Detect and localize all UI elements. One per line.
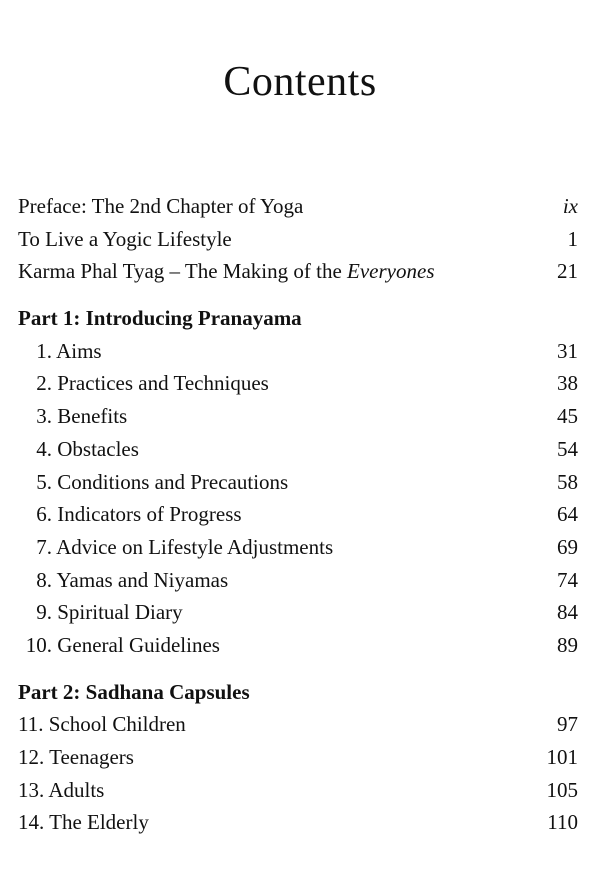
section-gap [18,662,578,676]
entry-title: 2. Practices and Techniques [18,367,269,400]
chapter-number: 4. [36,436,52,461]
chapter-title: The Elderly [44,810,149,835]
entry-title: 5. Conditions and Precautions [18,466,288,499]
entry-page: 105 [546,777,579,802]
chapter-number: 13. [18,777,45,802]
chapter-title: Teenagers [44,745,134,769]
entry-page: 101 [546,745,579,769]
entry-title-text: Karma Phal Tyag – The Making of the [18,259,348,284]
toc-entry: Karma Phal Tyag – The Making of the Ever… [18,255,578,288]
entry-title: 13. Adults [18,774,104,807]
chapter-number: 3. [36,404,52,429]
toc-entry: 3. Benefits 45 [18,400,578,433]
toc-entry: Preface: The 2nd Chapter of Yoga ix [18,190,578,223]
chapter-number: 12. [18,745,45,769]
entry-title: 14. The Elderly [18,806,149,839]
chapter-title: Obstacles [52,436,139,461]
chapter-number: 14. [18,810,45,835]
entry-title: 1. Aims [18,335,102,368]
table-of-contents: Preface: The 2nd Chapter of Yoga ix To Liv… [18,190,578,839]
entry-title: 8. Yamas and Niyamas [18,564,228,597]
entry-title: 11. School Children [18,708,186,741]
toc-entry: 10. General Guidelines 89 [18,629,578,662]
entry-page: ix [562,194,578,218]
toc-entry: 7. Advice on Lifestyle Adjustments 69 [18,531,578,564]
entry-page: 45 [557,404,578,429]
toc-entry: 11. School Children 97 [18,708,578,741]
section-gap [18,288,578,302]
part-heading: Part 1: Introducing Pranayama [18,306,302,331]
entry-title: To Live a Yogic Lifestyle [18,223,232,256]
entry-title: 3. Benefits [18,400,127,433]
chapter-title: Indicators of Progress [52,502,242,527]
entry-title-text: To Live a Yogic Lifestyle [18,226,232,251]
entry-page: 84 [557,600,578,625]
toc-entry: 13. Adults 105 [18,774,578,807]
chapter-number: 10. [25,632,52,657]
entry-page: 89 [557,632,578,657]
chapter-title: Aims [52,338,102,363]
entry-page: 31 [557,338,578,363]
entry-page: 58 [557,469,578,494]
chapter-number: 1. [36,338,52,363]
entry-page: 69 [557,534,578,559]
toc-entry: 12. Teenagers 101 [18,741,578,774]
entry-page: 1 [567,226,579,251]
entry-page: 97 [557,712,578,737]
chapter-number: 5. [36,469,52,494]
toc-entry: 9. Spiritual Diary 84 [18,596,578,629]
entry-title: 12. Teenagers [18,741,134,774]
entry-title: 4. Obstacles [18,433,139,466]
entry-page: 54 [557,436,578,461]
toc-entry: 14. The Elderly 110 [18,806,578,839]
chapter-title: Spiritual Diary [52,600,183,625]
chapter-number: 11. [18,712,44,737]
entry-title: Preface: The 2nd Chapter of Yoga [18,190,303,223]
chapter-title: General Guidelines [52,632,220,657]
entry-page: 64 [557,502,578,527]
toc-entry: 5. Conditions and Precautions 58 [18,466,578,499]
toc-entry: 2. Practices and Techniques 38 [18,367,578,400]
part-heading: Part 2: Sadhana Capsules [18,679,250,704]
entry-page: 38 [557,371,578,396]
chapter-number: 8. [36,567,52,592]
toc-entry: 6. Indicators of Progress 64 [18,498,578,531]
page-title: Contents [223,59,377,105]
entry-title: Karma Phal Tyag – The Making of the Ever… [18,255,435,288]
entry-title: 9. Spiritual Diary [18,596,183,629]
entry-title: 6. Indicators of Progress [18,498,242,531]
toc-entry: 1. Aims 31 [18,335,578,368]
chapter-title: Adults [44,777,105,802]
chapter-number: 9. [36,600,52,625]
entry-page: 110 [547,810,578,835]
entry-title: 7. Advice on Lifestyle Adjustments [18,531,333,564]
chapter-title: School Children [43,712,186,737]
toc-entry: To Live a Yogic Lifestyle 1 [18,223,578,256]
chapter-number: 6. [36,502,52,527]
toc-entry: 4. Obstacles 54 [18,433,578,466]
chapter-title: Conditions and Precautions [52,469,289,494]
entry-title-text: Preface: The 2nd Chapter of Yoga [18,194,304,218]
toc-entry: 8. Yamas and Niyamas 74 [18,564,578,597]
chapter-title: Benefits [52,404,128,429]
entry-title-italic: Everyones [347,259,435,284]
chapter-number: 2. [36,371,52,396]
chapter-number: 7. [36,534,52,559]
chapter-title: Practices and Techniques [52,371,269,396]
entry-page: 74 [557,567,578,592]
chapter-title: Advice on Lifestyle Adjustments [52,534,334,559]
entry-page: 21 [557,259,578,284]
chapter-title: Yamas and Niyamas [52,567,229,592]
entry-title: 10. General Guidelines [18,629,220,662]
